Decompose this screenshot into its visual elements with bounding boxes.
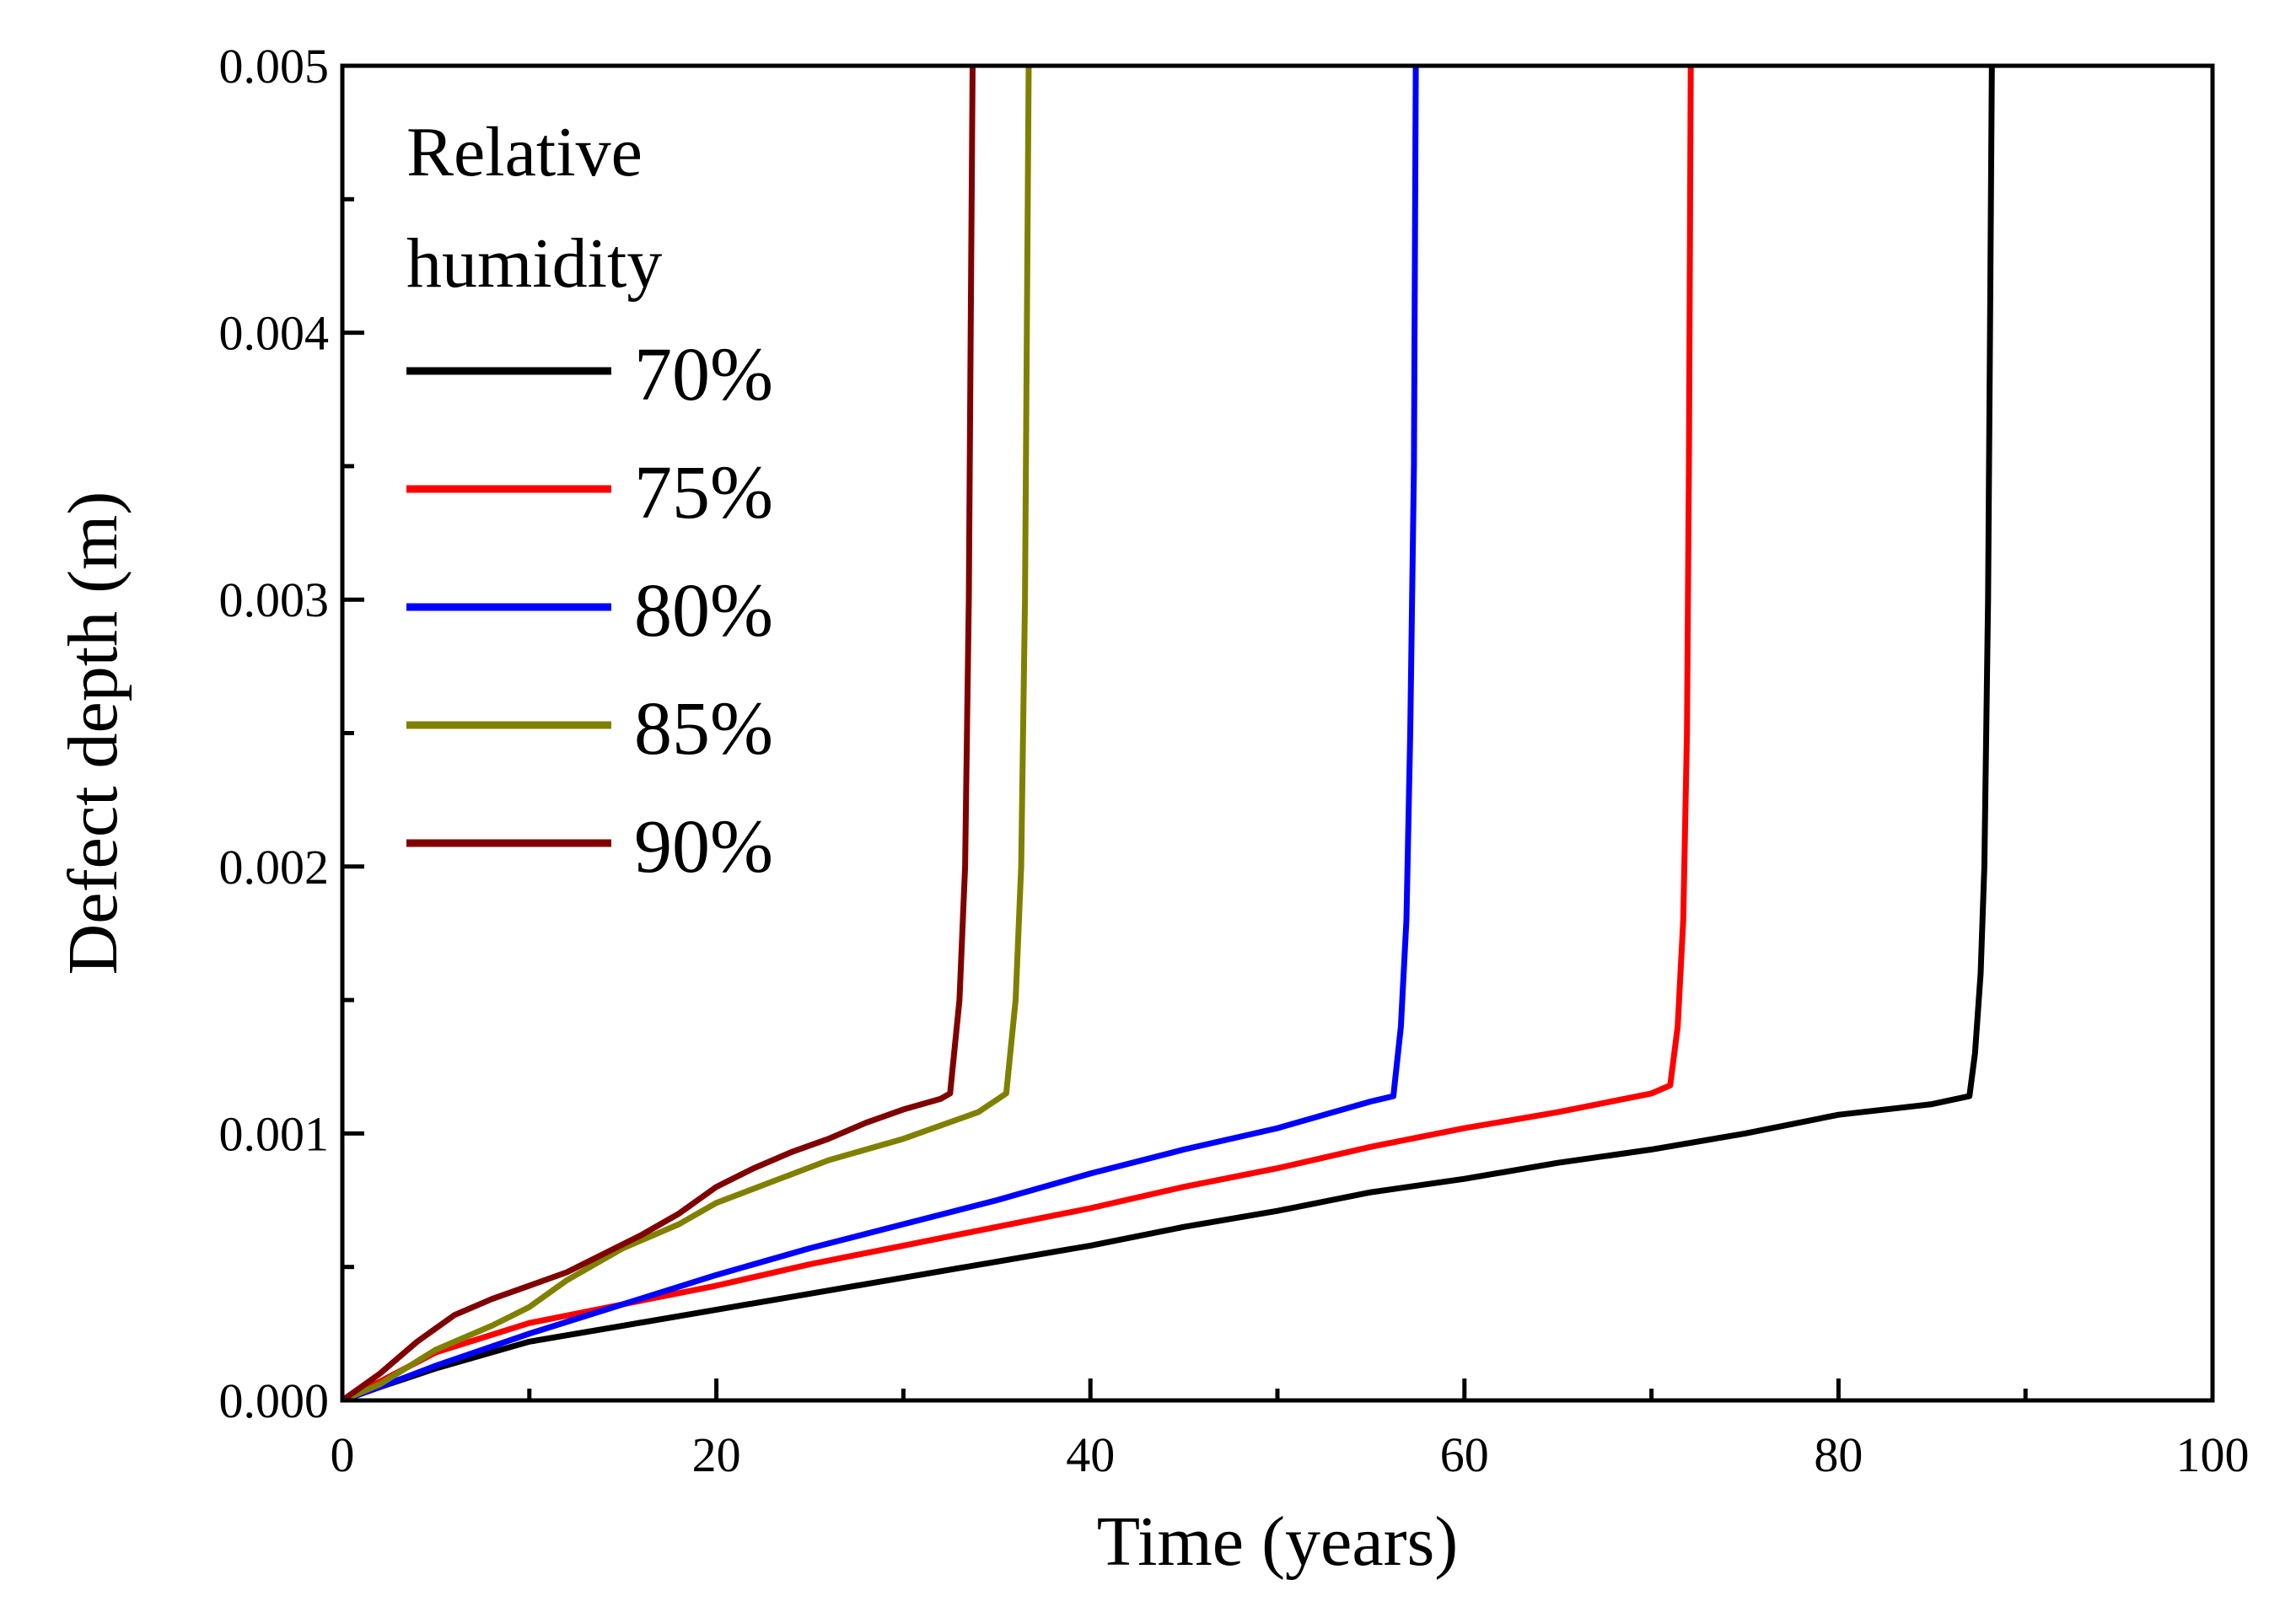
legend-title: Relative <box>406 113 643 191</box>
y-tick-label: 0.005 <box>219 39 330 94</box>
y-tick-label: 0.001 <box>219 1106 330 1161</box>
legend-label-2: 75% <box>634 451 773 535</box>
series-line-1 <box>342 65 1995 1400</box>
y-tick-label: 0.003 <box>219 572 330 627</box>
x-tick-label: 80 <box>1814 1427 1863 1482</box>
x-axis: 0 20 40 60 80 100 <box>331 1378 2250 1482</box>
legend-title: humidity <box>406 224 662 303</box>
legend: Relative humidity 70% 75% 80% 85% 90% <box>406 113 773 889</box>
y-axis-title: Defect depth (m) <box>54 492 132 975</box>
legend-label-1: 70% <box>634 333 773 416</box>
series-line-3 <box>342 65 1419 1400</box>
series-layer <box>342 65 1995 1400</box>
x-tick-label: 40 <box>1066 1427 1115 1482</box>
x-tick-label: 20 <box>692 1427 741 1482</box>
x-axis-title: Time (years) <box>1097 1502 1459 1581</box>
series-line-5 <box>342 65 976 1400</box>
x-tick-label: 0 <box>331 1427 355 1482</box>
series-line-2 <box>342 65 1694 1400</box>
legend-label-3: 80% <box>634 569 773 653</box>
legend-label-4: 85% <box>634 687 773 771</box>
y-axis: 0.000 0.001 0.002 0.003 0.004 0.005 <box>219 39 364 1428</box>
y-tick-label: 0.000 <box>219 1373 330 1428</box>
legend-label-5: 90% <box>634 805 773 889</box>
y-tick-label: 0.002 <box>219 840 330 895</box>
y-tick-label: 0.004 <box>219 306 330 361</box>
x-tick-label: 100 <box>2176 1427 2250 1482</box>
x-tick-label: 60 <box>1440 1427 1489 1482</box>
series-line-4 <box>342 65 1032 1400</box>
